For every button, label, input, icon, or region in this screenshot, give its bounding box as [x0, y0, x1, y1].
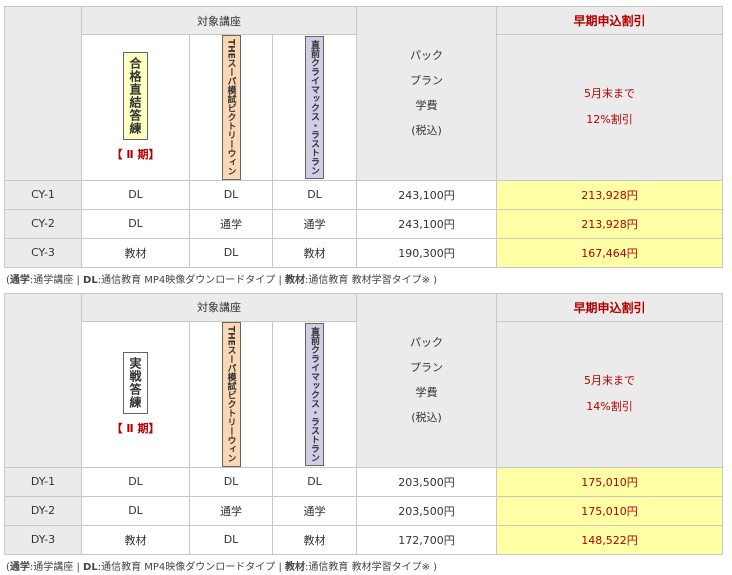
plan-table-cy: 対象講座 パック プラン 学費 (税込) 早期申込割引 合格直結答練 【 Ⅱ 期…: [4, 6, 723, 268]
early-deadline: 5月末まで: [584, 374, 635, 388]
course-jissen-type: DL: [81, 466, 190, 497]
course-gokaku-type: 教材: [81, 237, 190, 268]
table-row: DY-3 教材 DL 教材 172,700円 148,522円: [4, 524, 723, 555]
course-last-type: DL: [272, 179, 357, 210]
course-victory-label: THEスーパ模試ビクトリーウィン: [221, 321, 241, 467]
course-jissen-cell: 実戦答練 【 Ⅱ 期】: [81, 320, 190, 468]
table-row: CY-3 教材 DL 教材 190,300円 167,464円: [4, 237, 723, 268]
course-last-label: 直前クライマックス・ラストラン: [305, 35, 324, 179]
course-last-type: 通学: [272, 208, 357, 239]
plan-code: CY-1: [4, 179, 82, 210]
discount-price: 148,522円: [496, 524, 723, 555]
target-courses-header: 対象講座: [81, 292, 357, 322]
course-gokaku-type: DL: [81, 208, 190, 239]
table-row: DY-1 DL DL DL 203,500円 175,010円: [4, 466, 723, 497]
term-label: 【 Ⅱ 期】: [111, 422, 160, 436]
legend-value-dl: :通信教育 MP4映像ダウンロードタイプ |: [97, 274, 282, 286]
course-jissen-type: DL: [81, 495, 190, 526]
target-courses-header: 対象講座: [81, 6, 357, 35]
pack-plan-header: パック プラン 学費 (税込): [356, 6, 497, 181]
plan-code: CY-3: [4, 237, 82, 268]
fee-label: 学費: [415, 386, 438, 400]
course-victory-cell: THEスーパ模試ビクトリーウィン: [189, 320, 273, 468]
course-last-type: 教材: [272, 524, 357, 555]
plan-code: DY-3: [4, 524, 82, 555]
course-victory-type: DL: [189, 466, 273, 497]
plan-label: プラン: [410, 74, 443, 88]
pack-plan-header: パック プラン 学費 (税込): [356, 292, 497, 468]
plan-code: DY-2: [4, 495, 82, 526]
discount-price: 175,010円: [496, 466, 723, 497]
course-victory-type: 通学: [189, 495, 273, 526]
legend-open: (: [6, 274, 10, 286]
early-discount-header: 早期申込割引: [496, 6, 723, 35]
discount-price: 213,928円: [496, 179, 723, 210]
legend-key-dl: DL: [83, 274, 98, 286]
early-rate: 12%割引: [586, 113, 633, 127]
plan-price: 190,300円: [356, 237, 497, 268]
discount-price: 175,010円: [496, 495, 723, 526]
tax-label: (税込): [411, 124, 442, 138]
table-row: CY-2 DL 通学 通学 243,100円 213,928円: [4, 208, 723, 239]
pack-label: パック: [410, 49, 443, 63]
plan-code: DY-1: [4, 466, 82, 497]
legend-value-dl: :通信教育 MP4映像ダウンロードタイプ |: [97, 561, 282, 573]
course-last-cell: 直前クライマックス・ラストラン: [272, 34, 357, 181]
course-victory-cell: THEスーパ模試ビクトリーウィン: [189, 34, 273, 181]
corner-cell: [4, 6, 82, 181]
early-discount-info: 5月末まで 12%割引: [496, 34, 723, 181]
legend-note: (通学:通学講座 | DL:通信教育 MP4映像ダウンロードタイプ | 教材:通…: [0, 268, 732, 288]
course-victory-type: 通学: [189, 208, 273, 239]
fee-label: 学費: [415, 99, 438, 113]
course-victory-type: DL: [189, 524, 273, 555]
legend-key-commute: 通学: [9, 561, 30, 573]
tax-label: (税込): [411, 411, 442, 425]
plan-price: 172,700円: [356, 524, 497, 555]
course-victory-label: THEスーパ模試ビクトリーウィン: [221, 35, 241, 180]
early-discount-info: 5月末まで 14%割引: [496, 320, 723, 468]
page: 対象講座 パック プラン 学費 (税込) 早期申込割引 合格直結答練 【 Ⅱ 期…: [0, 6, 732, 575]
early-rate: 14%割引: [586, 400, 633, 414]
course-jissen-type: 教材: [81, 524, 190, 555]
course-jissen-label: 実戦答練: [123, 352, 148, 415]
legend-value-commute: :通学講座 |: [29, 274, 80, 286]
term-label: 【 Ⅱ 期】: [111, 148, 160, 162]
course-gokaku-label: 合格直結答練: [123, 52, 148, 141]
early-discount-header: 早期申込割引: [496, 292, 723, 322]
course-last-type: 通学: [272, 495, 357, 526]
legend-key-dl: DL: [83, 561, 98, 573]
course-last-label: 直前クライマックス・ラストラン: [305, 322, 324, 466]
course-gokaku-cell: 合格直結答練 【 Ⅱ 期】: [81, 34, 190, 181]
legend-key-material: 教材: [285, 561, 306, 573]
course-last-cell: 直前クライマックス・ラストラン: [272, 320, 357, 468]
table-row: CY-1 DL DL DL 243,100円 213,928円: [4, 179, 723, 210]
discount-price: 213,928円: [496, 208, 723, 239]
plan-label: プラン: [410, 361, 443, 375]
plan-price: 203,500円: [356, 495, 497, 526]
course-last-type: DL: [272, 466, 357, 497]
legend-value-commute: :通学講座 |: [29, 561, 80, 573]
plan-price: 243,100円: [356, 208, 497, 239]
table-row: DY-2 DL 通学 通学 203,500円 175,010円: [4, 495, 723, 526]
course-last-type: 教材: [272, 237, 357, 268]
plan-price: 243,100円: [356, 179, 497, 210]
plan-table-dy: 対象講座 パック プラン 学費 (税込) 早期申込割引 実戦答練 【 Ⅱ 期】 …: [4, 292, 723, 555]
plan-code: CY-2: [4, 208, 82, 239]
pack-label: パック: [410, 336, 443, 350]
legend-value-material: :通信教育 教材学習タイプ※ ): [305, 274, 438, 286]
plan-price: 203,500円: [356, 466, 497, 497]
course-victory-type: DL: [189, 237, 273, 268]
course-gokaku-type: DL: [81, 179, 190, 210]
legend-key-commute: 通学: [9, 274, 30, 286]
legend-key-material: 教材: [285, 274, 306, 286]
corner-cell: [4, 292, 82, 468]
early-deadline: 5月末まで: [584, 87, 635, 101]
course-victory-type: DL: [189, 179, 273, 210]
discount-price: 167,464円: [496, 237, 723, 268]
legend-note: (通学:通学講座 | DL:通信教育 MP4映像ダウンロードタイプ | 教材:通…: [0, 555, 732, 575]
legend-value-material: :通信教育 教材学習タイプ※ ): [305, 561, 438, 573]
